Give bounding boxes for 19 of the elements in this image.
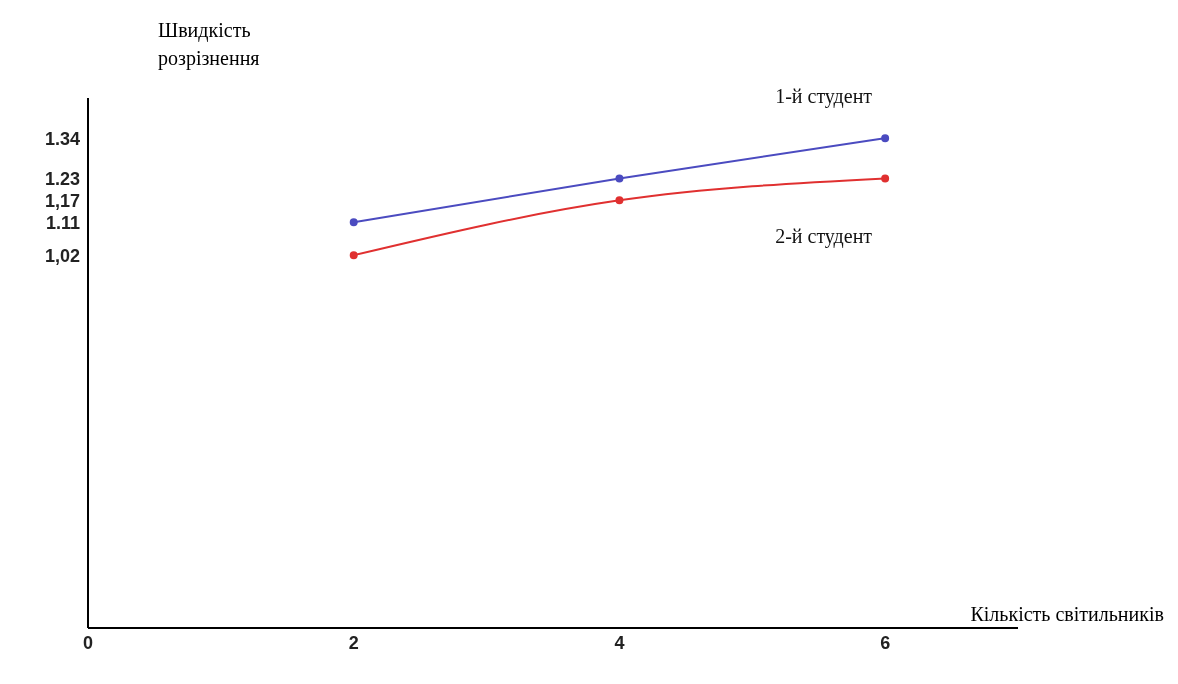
point xyxy=(615,196,624,205)
x-tick-label: 4 xyxy=(614,632,625,653)
point xyxy=(349,251,358,260)
y-tick-label: 1.23 xyxy=(44,168,80,189)
y-tick-label: 1,02 xyxy=(44,245,80,266)
point xyxy=(615,174,624,183)
point xyxy=(881,174,890,183)
y-tick-label: 1.11 xyxy=(45,212,80,233)
x-tick-label: 2 xyxy=(348,632,359,653)
x-tick-label: 0 xyxy=(82,632,94,653)
y-tick-label: 1,17 xyxy=(44,190,80,211)
x-tick-label: 6 xyxy=(880,632,891,653)
text: 2-й студент xyxy=(775,225,873,249)
y-axis-title: Швидкість розрізнення xyxy=(158,18,261,72)
point xyxy=(349,218,358,227)
point xyxy=(881,134,890,143)
y-tick-label: 1.34 xyxy=(44,128,80,149)
series-label: 1-й студент xyxy=(775,85,873,109)
x-axis-title: Кількість світильників xyxy=(970,603,1164,626)
